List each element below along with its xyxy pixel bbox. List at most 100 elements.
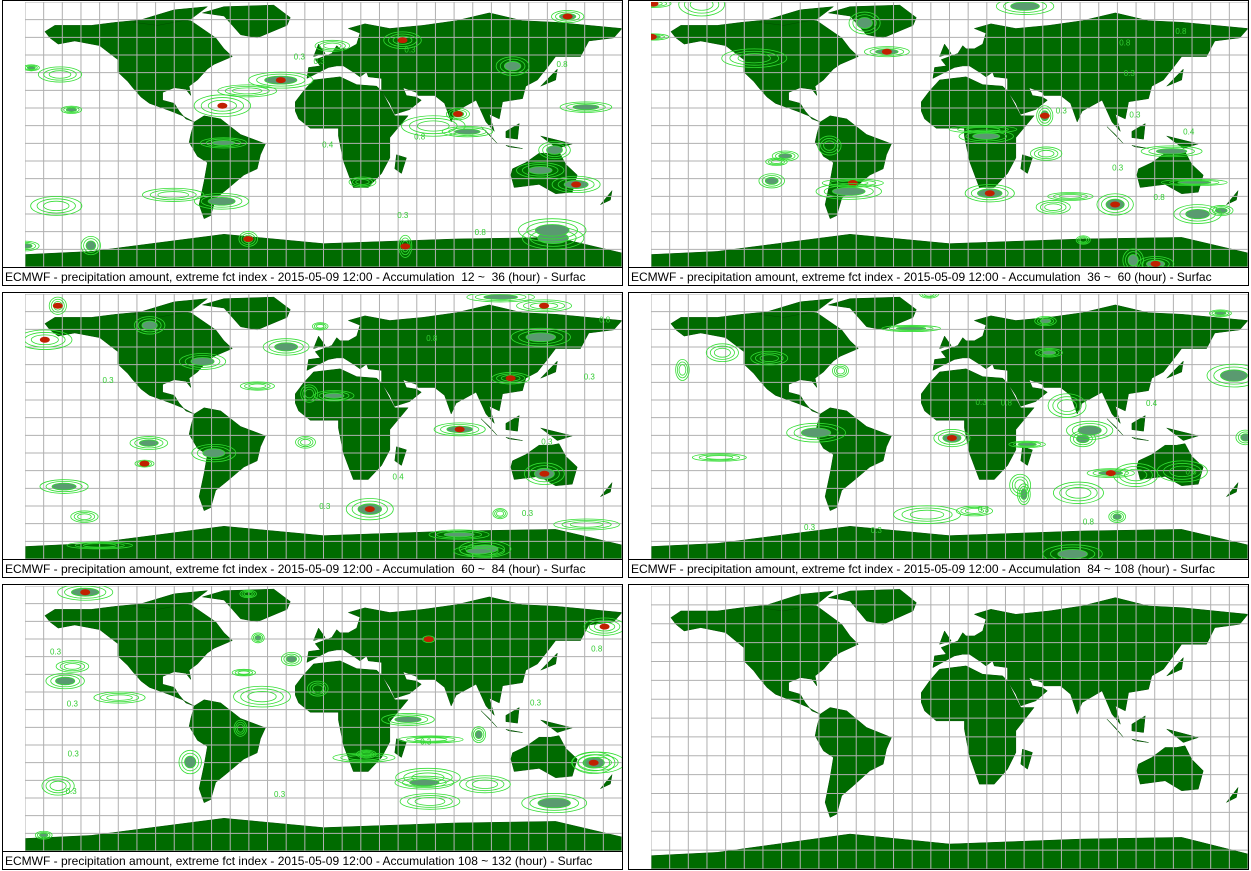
contour — [199, 137, 248, 149]
contour — [1052, 193, 1088, 200]
contour — [758, 173, 785, 189]
extreme-spot — [1039, 112, 1050, 119]
contour — [965, 127, 1001, 132]
contour — [383, 31, 422, 49]
map-panel: 0.3 0.8 0.3 0.3 0.8 0.4 0.3 0.8 ECMWF - precipit… — [628, 0, 1249, 286]
contour — [1161, 178, 1228, 187]
contour — [37, 831, 51, 839]
contour — [64, 586, 107, 599]
contour — [196, 446, 231, 461]
contour — [577, 754, 619, 771]
contour — [684, 2, 720, 14]
contour — [593, 621, 616, 632]
contour — [394, 775, 455, 790]
contour — [394, 716, 422, 723]
contour — [304, 388, 314, 399]
contour — [283, 653, 300, 665]
extreme-spot — [217, 102, 228, 109]
contour — [495, 56, 530, 76]
contour — [244, 382, 271, 390]
contour-label: 0.4 — [393, 473, 405, 482]
contour — [30, 334, 59, 346]
contour — [829, 179, 877, 187]
contour — [823, 140, 836, 151]
contour — [248, 71, 314, 89]
contour — [178, 749, 202, 775]
contour — [538, 141, 571, 160]
contour — [190, 357, 215, 366]
contour — [1148, 146, 1195, 156]
contour-label: 0.3 — [67, 699, 79, 708]
contour — [157, 191, 189, 199]
contour — [1163, 463, 1202, 480]
extreme-spot — [452, 111, 463, 118]
contour — [25, 65, 38, 71]
map: 0.3 0.8 0.3 0.4 0.8 0.3 0.3 0.8 — [25, 2, 622, 267]
contour — [737, 53, 771, 64]
extreme-spot — [562, 13, 573, 20]
contour — [25, 64, 40, 72]
contour — [252, 633, 264, 642]
contour — [909, 509, 945, 520]
contour — [235, 721, 246, 735]
contour — [494, 509, 506, 518]
contour — [25, 240, 40, 252]
contour-label: 0.3 — [522, 509, 534, 518]
contour — [1240, 433, 1248, 442]
contour — [48, 70, 72, 79]
contour-label: 0.3 — [102, 376, 114, 385]
contour — [521, 164, 559, 177]
contour — [207, 196, 236, 206]
contour — [85, 240, 97, 251]
contour — [55, 676, 76, 686]
contour — [473, 728, 485, 741]
contour — [395, 767, 461, 788]
contour — [1017, 483, 1031, 506]
contour-label: 0.8 — [599, 315, 611, 324]
contour-label: 0.3 — [1124, 69, 1136, 78]
contour — [217, 84, 278, 98]
contour-label: 0.3 — [397, 211, 409, 220]
contour — [964, 508, 984, 514]
contour — [569, 521, 604, 528]
contour — [496, 510, 505, 517]
contour — [1177, 180, 1212, 185]
contour — [323, 392, 345, 399]
contour — [516, 299, 572, 313]
contour — [59, 661, 86, 672]
contour — [1110, 511, 1124, 522]
contour — [247, 691, 277, 703]
caption: ECMWF - precipitation amount, extreme fc… — [3, 559, 622, 577]
extreme-spot — [1150, 260, 1161, 267]
contour-label: 0.3 — [976, 398, 988, 407]
extreme-spot — [52, 302, 63, 309]
contour-label: 0.6 — [1185, 468, 1197, 477]
contour — [51, 482, 77, 491]
contour — [1075, 235, 1091, 245]
contour — [1185, 208, 1210, 220]
contour — [406, 736, 456, 743]
contour — [834, 365, 847, 376]
contour — [1010, 2, 1040, 11]
contour — [1136, 256, 1175, 267]
contour — [454, 128, 481, 135]
contour-label: 0.3 — [804, 523, 816, 532]
contour — [566, 102, 606, 112]
extreme-spot — [651, 2, 659, 7]
contour — [30, 196, 83, 216]
contour — [832, 364, 849, 378]
contour — [36, 198, 76, 214]
contour — [286, 655, 298, 663]
contour — [750, 350, 789, 366]
contour — [1079, 237, 1088, 243]
contour — [761, 175, 782, 187]
contour — [555, 11, 581, 22]
contour-label: 0.8 — [591, 645, 603, 654]
contour — [149, 189, 197, 201]
contour — [1052, 481, 1104, 504]
contour — [534, 224, 570, 237]
contour-label: 0.3 — [541, 437, 553, 446]
contour — [678, 364, 687, 376]
contour — [492, 508, 508, 520]
contour — [200, 194, 243, 208]
